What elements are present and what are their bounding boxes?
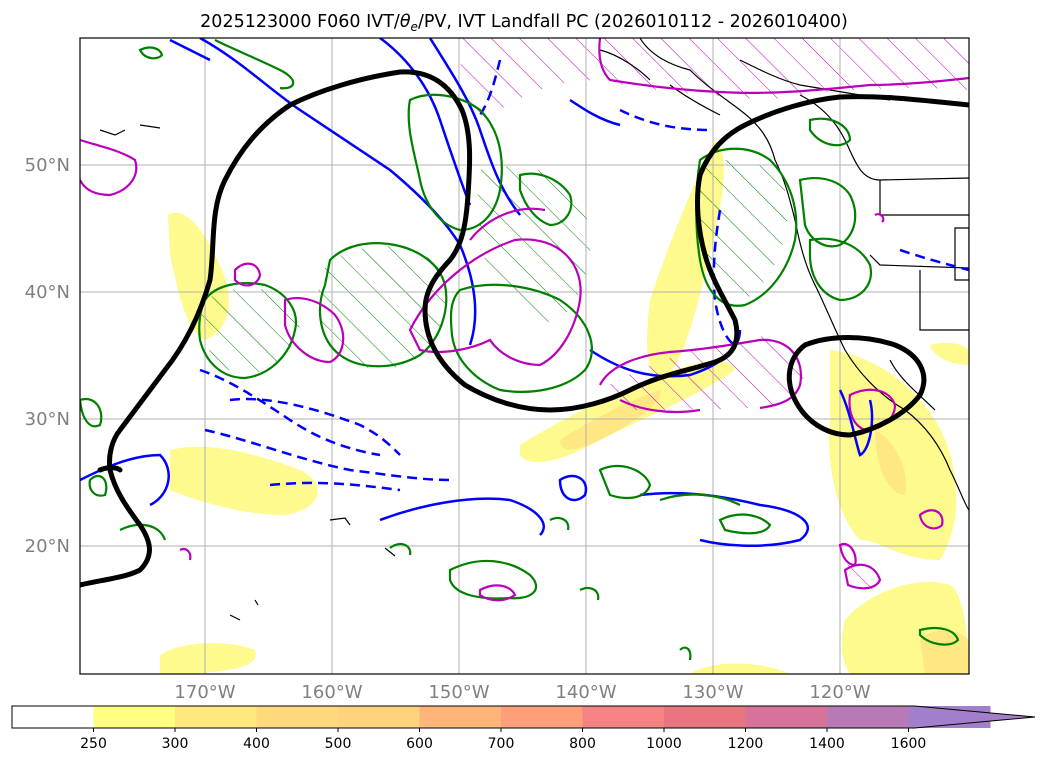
ivt-pc-contours	[80, 69, 969, 588]
colorbar-tick-label: 600	[406, 736, 433, 752]
map-frame	[79, 37, 970, 675]
colorbar-tick-label: 1200	[728, 736, 764, 752]
theta-e-contours-dashed	[199, 59, 969, 492]
lat-label: 50°N	[25, 155, 70, 176]
lat-labels: 50°N 40°N 30°N 20°N	[25, 155, 70, 557]
landfall-contours	[80, 38, 969, 602]
lat-label: 20°N	[25, 536, 70, 557]
colorbar-tick-label: 1600	[891, 736, 927, 752]
lat-label: 30°N	[25, 409, 70, 430]
colorbar-segment	[582, 706, 665, 728]
colorbar-tick-label: 300	[162, 736, 189, 752]
map-panel: 50°N 40°N 30°N 20°N 170°W 160°W 150°W 14…	[25, 37, 970, 703]
colorbar-outline	[11, 705, 1036, 729]
lon-label: 170°W	[174, 682, 235, 703]
colorbar-tick-label: 1400	[809, 736, 845, 752]
ivt-colorbar: 250 300 400 500 600 700 800 1000 1200 1400 1600	[11, 705, 1036, 752]
lon-label: 120°W	[809, 682, 870, 703]
lat-label: 40°N	[25, 282, 70, 303]
colorbar-segment	[501, 706, 583, 728]
colorbar-segment	[175, 706, 257, 728]
colorbar-segment	[419, 706, 502, 728]
colorbar-segment	[93, 706, 176, 728]
colorbar-segment	[12, 706, 94, 728]
colorbar-tick-label: 700	[488, 736, 515, 752]
colorbar-extend-arrow	[908, 706, 1035, 728]
colorbar-tick-label: 500	[325, 736, 352, 752]
lon-label: 150°W	[428, 682, 489, 703]
figure-title: 2025123000 F060 IVT/θe/PV, IVT Landfall …	[200, 12, 848, 34]
colorbar-segment	[338, 706, 420, 728]
theta-e-contours	[80, 38, 874, 547]
lon-label: 140°W	[555, 682, 616, 703]
colorbar-segment	[256, 706, 339, 728]
colorbar-tick-label: 800	[569, 736, 596, 752]
graticule	[80, 38, 969, 674]
colorbar-tick-label: 400	[243, 736, 270, 752]
lon-label: 130°W	[682, 682, 743, 703]
colorbar-segment	[827, 706, 909, 728]
lon-label: 160°W	[301, 682, 362, 703]
colorbar-tick-label: 250	[80, 736, 107, 752]
lon-labels: 170°W 160°W 150°W 140°W 130°W 120°W	[174, 682, 870, 703]
pv-contours	[80, 39, 960, 661]
landfall-hatched-areas	[460, 38, 969, 590]
colorbar-tick-label: 1000	[646, 736, 682, 752]
colorbar-segment	[664, 706, 746, 728]
colorbar-segment	[745, 706, 828, 728]
